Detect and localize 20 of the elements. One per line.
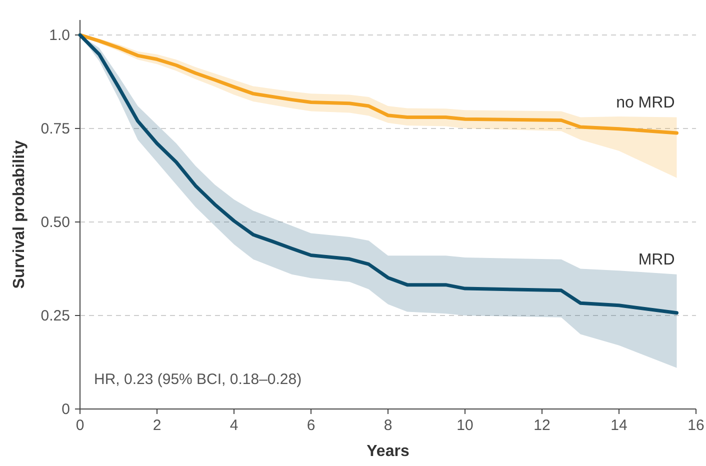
x-tick-label: 12 xyxy=(534,417,550,434)
x-tick-label: 4 xyxy=(230,417,238,434)
y-tick-label: 1.0 xyxy=(49,26,70,44)
line-series xyxy=(78,33,678,315)
x-tick-label: 6 xyxy=(306,417,316,434)
x-axis-title: Years xyxy=(366,443,410,460)
y-tick-label: 0 xyxy=(62,401,70,418)
text: MRD xyxy=(638,251,675,268)
annotation: HR, 0.23 (95% BCI, 0.18–0.28) xyxy=(94,371,302,388)
x-tick-label: 2 xyxy=(152,417,162,434)
x-tick-label: 8 xyxy=(384,417,392,434)
x-tick-label: 10 xyxy=(456,417,474,434)
y-tick-label: 0.50 xyxy=(40,214,70,231)
x-tick-label: 14 xyxy=(610,417,628,434)
y-tick-label: 0.75 xyxy=(40,120,70,138)
y-tick-label: 0.25 xyxy=(40,307,70,324)
x-tick-label: 16 xyxy=(688,417,704,434)
x-tick-label: 0 xyxy=(76,417,84,434)
y-axis-title: Survival probability xyxy=(11,140,28,289)
series-label: no MRD xyxy=(616,94,675,112)
